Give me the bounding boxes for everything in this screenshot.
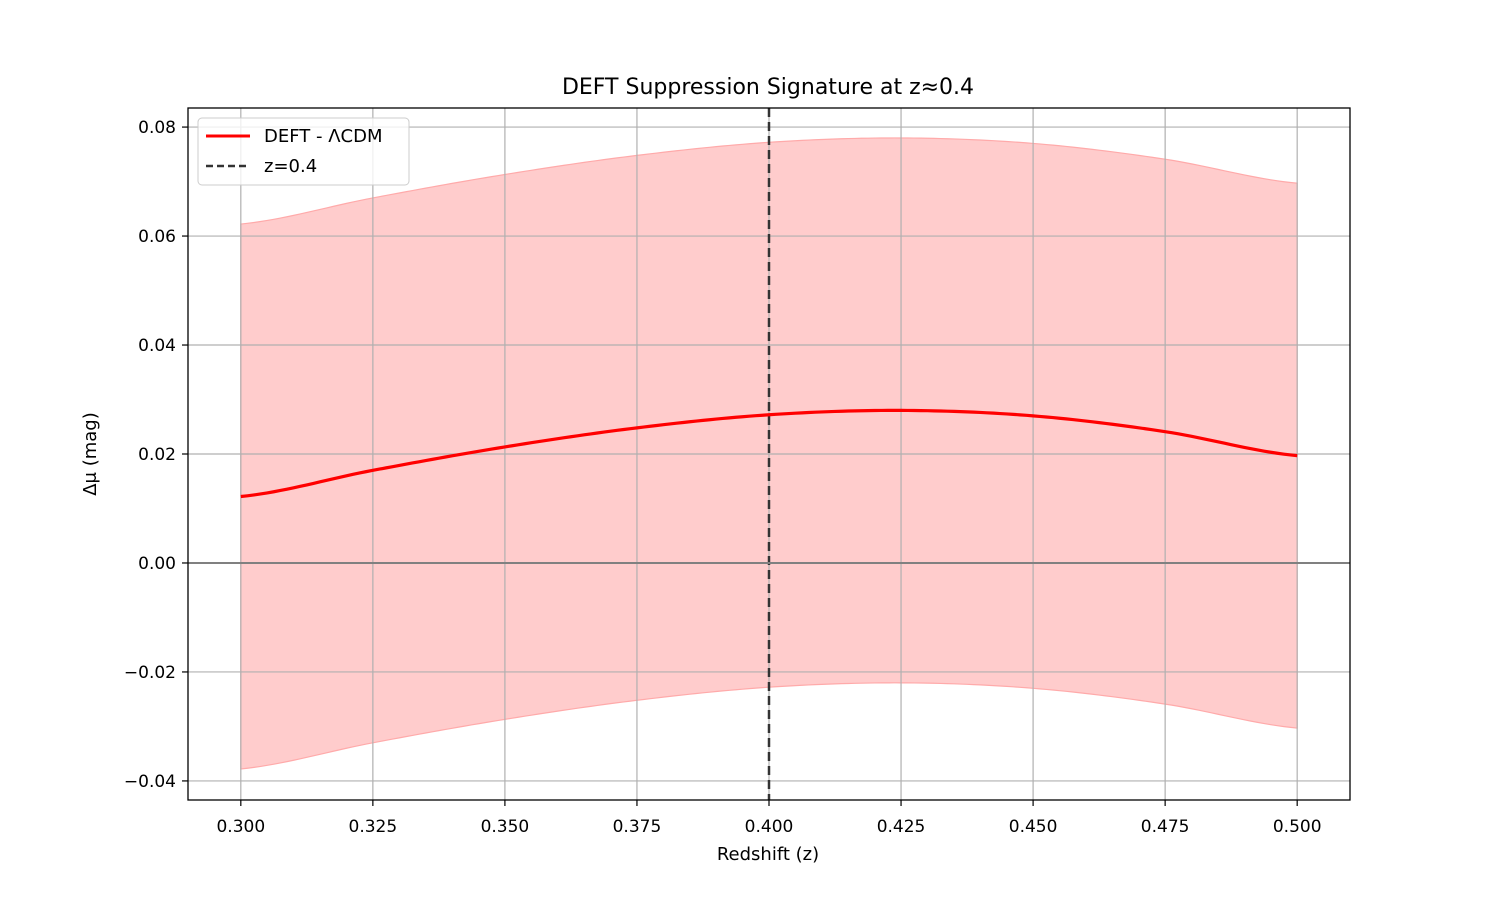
- series-line-0: [240, 408, 1298, 499]
- x-tick-label-8: 0.500: [1273, 817, 1322, 837]
- reference-lines-layer: [188, 108, 1350, 800]
- y-tick-label-0: −0.04: [124, 772, 176, 792]
- y-tick-label-1: −0.02: [124, 663, 176, 683]
- y-tick-label-5: 0.06: [138, 227, 176, 247]
- legend: DEFT - ΛCDM z=0.4: [197, 117, 410, 186]
- y-tick-label-2: 0.00: [138, 554, 176, 574]
- x-tick-label-2: 0.350: [481, 817, 530, 837]
- legend-label-reference: z=0.4: [264, 156, 317, 177]
- x-tick-label-5: 0.425: [877, 817, 926, 837]
- x-tick-label-0: 0.300: [216, 817, 265, 837]
- legend-label-series: DEFT - ΛCDM: [264, 126, 382, 147]
- x-axis-label: Redshift (z): [717, 844, 819, 865]
- tick-layer: 0.300 0.325 0.350 0.375 0.400 0.425 0.450 0.475…: [124, 118, 1322, 837]
- y-tick-label-6: 0.08: [138, 118, 176, 138]
- y-tick-label-4: 0.04: [138, 336, 176, 356]
- legend-box: [197, 117, 410, 186]
- x-tick-label-7: 0.475: [1141, 817, 1190, 837]
- x-tick-label-3: 0.375: [613, 817, 662, 837]
- x-tick-label-1: 0.325: [349, 817, 398, 837]
- x-tick-label-6: 0.450: [1009, 817, 1058, 837]
- series-layer: [240, 408, 1298, 499]
- y-tick-label-3: 0.02: [138, 445, 176, 465]
- x-tick-label-4: 0.400: [745, 817, 794, 837]
- y-axis-label: Δμ (mag): [80, 412, 101, 496]
- chart-title: DEFT Suppression Signature at z≈0.4: [562, 75, 974, 100]
